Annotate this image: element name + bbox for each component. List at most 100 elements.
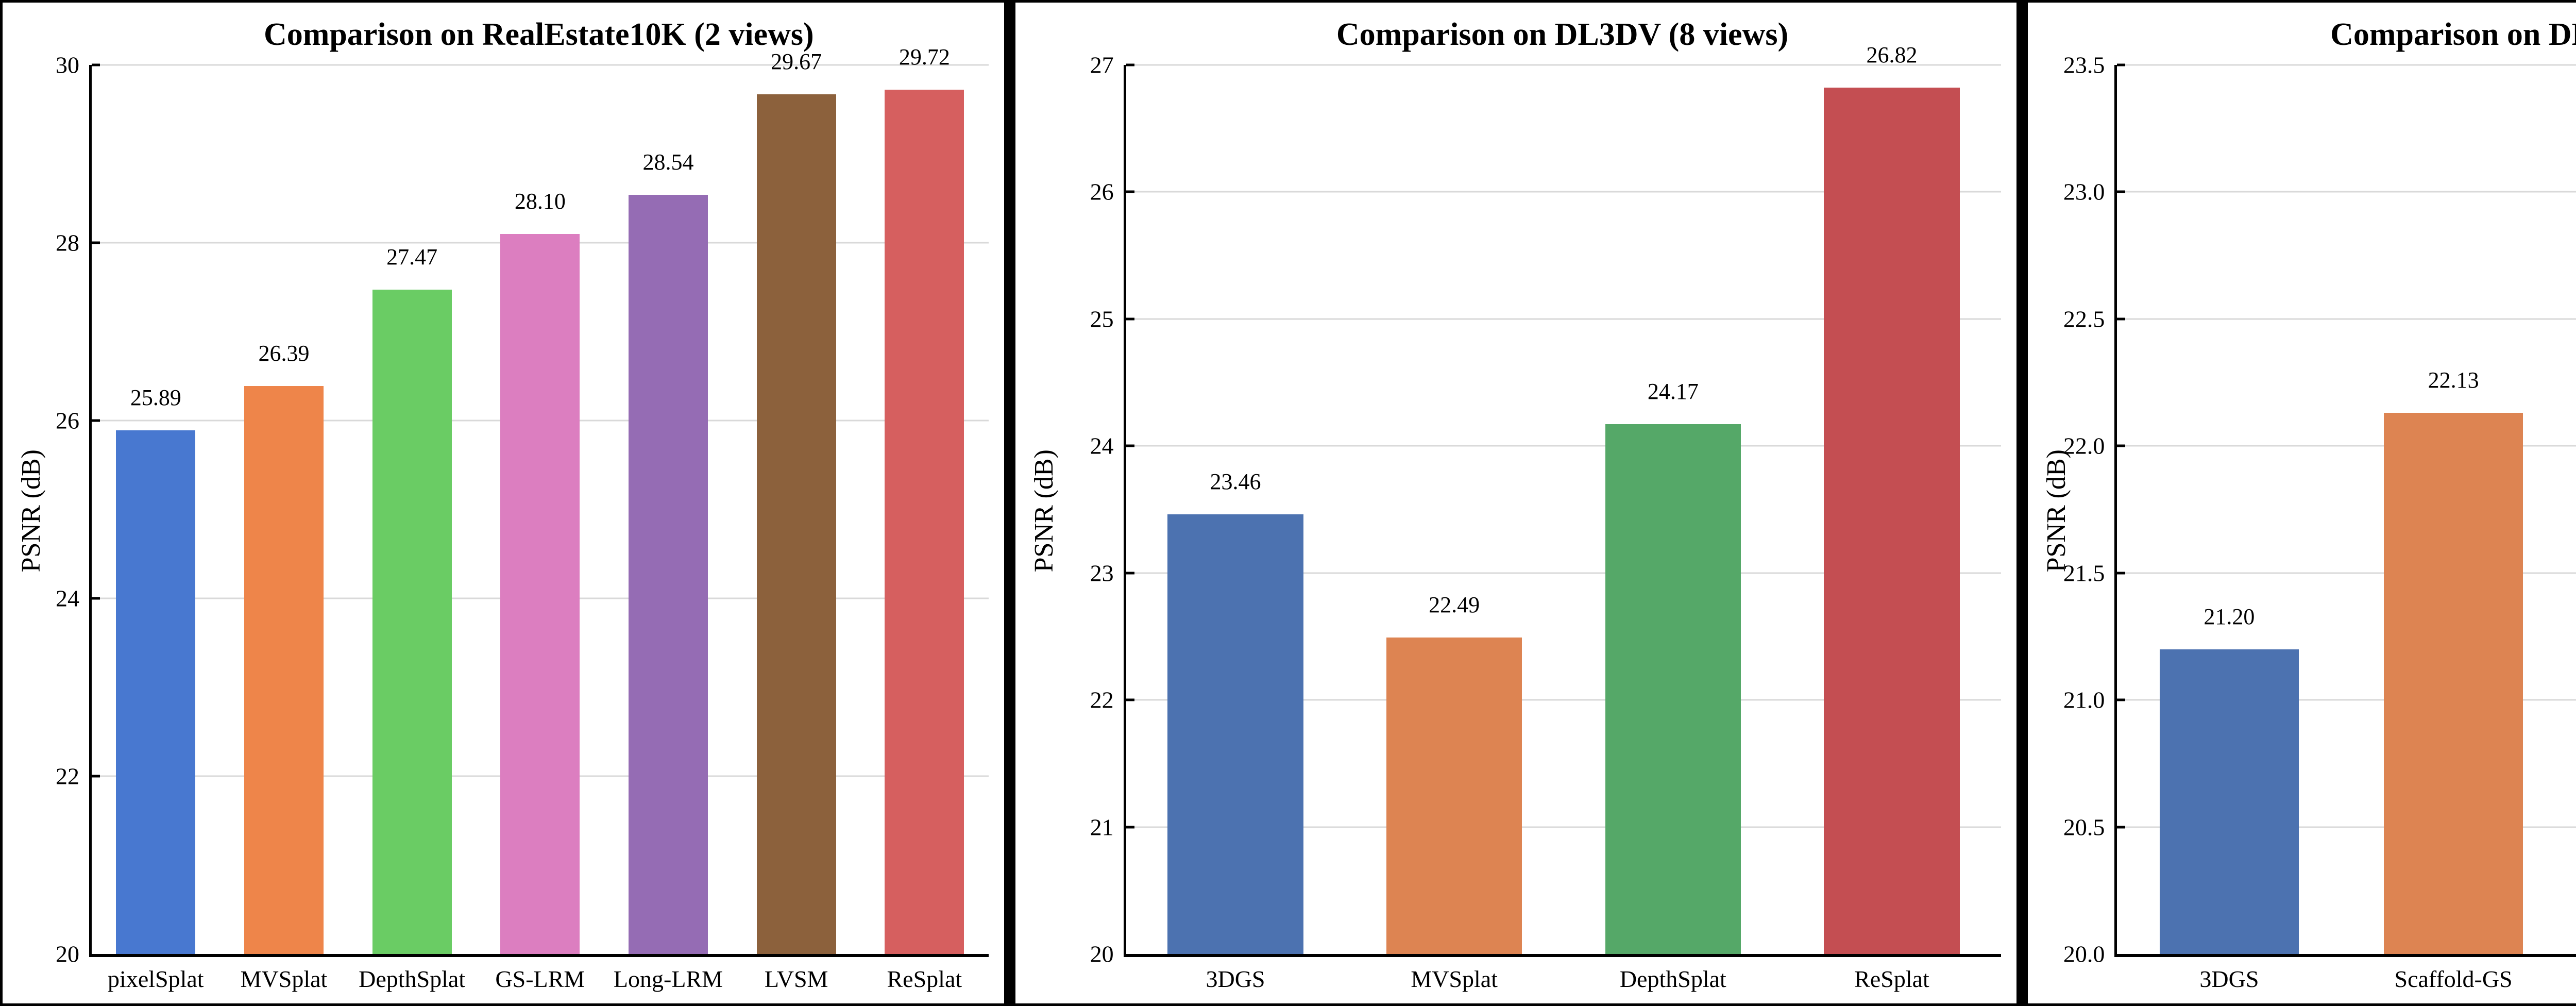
x-tick-label: DepthSplat (1619, 966, 1726, 992)
gridline (1126, 318, 2002, 320)
chart-panel-dl3dv-8views: Comparison on DL3DV (8 views) PSNR (dB) … (1015, 3, 2017, 1003)
plot-area: 20 22 24 26 28 30 25.89 pixelSplat 26.39 MVSplat 2… (56, 44, 989, 992)
y-tick-mark (1126, 317, 1134, 321)
y-tick-label: 22 (1090, 686, 1114, 713)
y-axis-label: PSNR (dB) (2042, 449, 2072, 573)
bar-value-label: 29.72 (899, 44, 950, 70)
gridline (2117, 64, 2576, 66)
y-tick-mark (1126, 190, 1134, 193)
bar-ReSplat (1824, 88, 1960, 954)
y-tick-mark (92, 419, 100, 422)
y-tick-label: 26 (1090, 178, 1114, 205)
x-tick-label: DepthSplat (359, 966, 466, 992)
bar-MVSplat (1386, 638, 1522, 954)
y-axis-label-wrap: PSNR (dB) (1029, 65, 1059, 957)
y-tick-label: 20.0 (2063, 941, 2105, 967)
chart-panel-dl3dv-16views: Comparison on DL3DV (16 views) PSNR (dB)… (2028, 3, 2576, 1003)
y-tick-mark (92, 775, 100, 778)
bar-Long-LRM (628, 194, 708, 954)
bar-value-label: 28.54 (642, 149, 694, 175)
plot-area: 20.0 20.5 21.0 21.5 22.0 22.5 23.0 23.5 21.20 3DG… (2063, 52, 2576, 992)
y-tick-label: 23.5 (2063, 52, 2105, 78)
y-tick-mark (1126, 444, 1134, 447)
gridline (2117, 572, 2576, 574)
gridline (1126, 191, 2002, 193)
bar-DepthSplat (1605, 424, 1741, 954)
gridline (2117, 699, 2576, 701)
y-tick-mark (92, 241, 100, 244)
x-tick-label: ReSplat (1854, 966, 1929, 992)
y-tick-mark (92, 597, 100, 600)
gridline (2117, 191, 2576, 193)
gridline (2117, 826, 2576, 828)
bar-value-label: 24.17 (1647, 379, 1699, 405)
bar-ReSplat (885, 90, 964, 954)
x-tick-label: Long-LRM (2566, 965, 2576, 993)
gridline (92, 64, 989, 66)
x-tick-label: MVSplat (240, 966, 328, 992)
chart-panel-realestate10k-2views: Comparison on RealEstate10K (2 views) PS… (3, 3, 1004, 1003)
y-tick-label: 28 (56, 229, 79, 256)
bar-value-label: 26.39 (258, 340, 310, 366)
y-tick-label: 20 (1090, 941, 1114, 967)
bar-value-label: 22.49 (1429, 592, 1480, 618)
gridline (1126, 572, 2002, 574)
y-tick-mark (1126, 826, 1134, 829)
y-tick-mark (2117, 317, 2126, 321)
bar-pixelSplat (116, 430, 196, 954)
y-tick-label: 22 (56, 763, 79, 790)
y-tick-label: 27 (1090, 52, 1114, 78)
y-tick-mark (1126, 572, 1134, 575)
bar-value-label: 23.46 (1210, 469, 1261, 495)
gridline (1126, 64, 2002, 66)
y-tick-label: 22.5 (2063, 306, 2105, 332)
y-tick-label: 25 (1090, 306, 1114, 332)
y-tick-label: 23 (1090, 560, 1114, 586)
y-tick-mark (2117, 63, 2126, 66)
y-tick-mark (1126, 698, 1134, 701)
gridline (1126, 445, 2002, 447)
y-tick-label: 26 (56, 407, 79, 434)
y-tick-mark (2117, 572, 2126, 575)
x-tick-label: LVSM (764, 966, 828, 992)
bar-value-label: 26.82 (1866, 42, 1918, 68)
y-tick-mark (2117, 190, 2126, 193)
y-tick-label: 21 (1090, 814, 1114, 841)
y-tick-label: 21.5 (2063, 560, 2105, 586)
x-tick-label: pixelSplat (108, 966, 204, 992)
x-tick-label: 3DGS (2199, 966, 2259, 992)
y-tick-label: 22.0 (2063, 432, 2105, 459)
bar-value-label: 22.13 (2428, 367, 2479, 393)
bar-value-label: 27.47 (386, 244, 438, 270)
bar-value-label: 28.10 (514, 188, 566, 214)
bar-3DGS (1167, 514, 1303, 954)
x-tick-label: ReSplat (887, 966, 962, 992)
x-tick-label: Long-LRM (613, 966, 723, 992)
x-tick-label: MVSplat (1411, 966, 1498, 992)
bar-Scaffold-GS (2384, 413, 2523, 954)
bar-3DGS (2160, 649, 2299, 954)
chart-title: Comparison on DL3DV (16 views) (2330, 17, 2576, 52)
y-tick-label: 21.0 (2063, 686, 2105, 713)
x-tick-label: Scaffold-GS (2394, 966, 2513, 992)
bar-value-label: 21.20 (2204, 603, 2255, 629)
y-tick-mark (1126, 63, 1134, 66)
y-tick-label: 24 (1090, 432, 1114, 459)
bar-LVSM (756, 94, 836, 954)
y-tick-mark (2117, 444, 2126, 447)
gridline (2117, 318, 2576, 320)
x-tick-label: 3DGS (1206, 966, 1265, 992)
gridline (2117, 445, 2576, 447)
y-axis-label-wrap: PSNR (dB) (16, 65, 46, 957)
plot-area: 20 21 22 23 24 25 26 27 23.46 3DGS 22.49 MVSplat 24.… (1090, 42, 2002, 992)
gridline (1126, 826, 2002, 828)
y-axis-label: PSNR (dB) (16, 449, 46, 573)
bar-MVSplat (244, 385, 324, 954)
bar-GS-LRM (500, 233, 580, 954)
y-tick-label: 23.0 (2063, 178, 2105, 205)
y-tick-mark (2117, 698, 2126, 701)
y-tick-label: 20.5 (2063, 814, 2105, 841)
y-axis-label: PSNR (dB) (1029, 449, 1059, 573)
bar-value-label: 25.89 (130, 384, 181, 410)
